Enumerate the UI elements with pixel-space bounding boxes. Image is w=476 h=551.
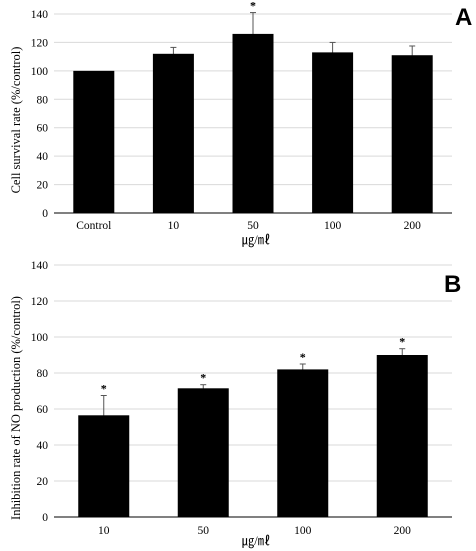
chart-a-y-tick-label: 100 (31, 66, 49, 78)
chart-a-errorbars (170, 12, 416, 65)
chart-b: * * * * 0 20 40 60 80 100 120 140 10 50 100 200 ㎍/㎖ I… (9, 260, 461, 548)
chart-a-y-tick-label: 40 (37, 151, 49, 163)
chart-a-y-tick-label: 0 (42, 208, 48, 220)
chart-b-y-tick-label: 140 (31, 260, 49, 272)
chart-b-y-tick-label: 120 (31, 296, 49, 308)
chart-a-y-tick-label: 120 (31, 37, 49, 49)
chart-a-y-tick-labels: 0 20 40 60 80 100 120 140 (31, 9, 49, 220)
chart-a: * 0 20 40 60 80 100 120 140 Control 10 50 100 200 ㎍… (9, 0, 472, 247)
chart-b-x-tick-label: 200 (394, 525, 412, 537)
chart-b-x-tick-label: 50 (198, 525, 210, 537)
chart-b-significance-mark: * (399, 335, 405, 349)
chart-a-y-tick-label: 20 (37, 180, 49, 192)
chart-a-bar (312, 52, 354, 213)
chart-a-y-axis-title: Cell survival rate (%/control) (9, 47, 23, 194)
chart-b-x-tick-label: 100 (294, 525, 312, 537)
chart-a-y-tick-label: 60 (37, 123, 49, 135)
chart-a-panel-letter: A (455, 4, 472, 31)
chart-a-bar (152, 53, 194, 213)
chart-a-x-tick-labels: Control 10 50 100 200 (76, 220, 421, 232)
chart-a-x-tick-label: 10 (168, 220, 180, 232)
chart-a-x-axis-title: ㎍/㎖ (242, 233, 270, 247)
chart-a-y-tick-label: 80 (37, 94, 49, 106)
chart-b-y-axis-title: Inhibition rate of NO production (%/cont… (9, 296, 23, 520)
chart-b-x-tick-labels: 10 50 100 200 (98, 525, 411, 537)
chart-b-bar (78, 415, 130, 517)
chart-a-bars (73, 33, 433, 214)
chart-b-x-tick-label: 10 (98, 525, 110, 537)
chart-b-y-tick-labels: 0 20 40 60 80 100 120 140 (31, 260, 49, 524)
chart-b-bar (376, 355, 428, 517)
chart-b-errorbars (100, 348, 406, 436)
chart-b-y-tick-label: 40 (37, 440, 49, 452)
chart-a-x-tick-label: 200 (404, 220, 422, 232)
chart-b-bar (277, 369, 329, 517)
chart-b-y-tick-label: 100 (31, 332, 49, 344)
chart-b-significance-mark: * (200, 371, 206, 385)
chart-b-panel-letter: B (444, 271, 461, 298)
chart-b-x-axis-title: ㎍/㎖ (242, 534, 270, 548)
chart-b-y-tick-label: 60 (37, 404, 49, 416)
chart-b-significance-mark: * (101, 382, 107, 396)
chart-b-y-tick-label: 20 (37, 476, 49, 488)
chart-b-significance-marks: * * * * (101, 335, 406, 396)
chart-a-bar (73, 70, 115, 213)
chart-a-bar (232, 33, 274, 214)
chart-b-y-tick-label: 80 (37, 368, 49, 380)
chart-b-bar (177, 388, 229, 517)
chart-b-significance-mark: * (300, 350, 306, 364)
chart-a-significance-mark: * (250, 0, 256, 13)
chart-b-y-tick-label: 0 (42, 512, 48, 524)
chart-a-x-tick-label: Control (76, 220, 111, 232)
chart-a-significance-marks: * (250, 0, 256, 13)
chart-a-y-tick-label: 140 (31, 9, 49, 21)
chart-a-x-tick-label: 50 (247, 220, 259, 232)
chart-a-x-tick-label: 100 (324, 220, 342, 232)
chart-b-bars (78, 355, 428, 517)
chart-a-bar (391, 55, 433, 213)
